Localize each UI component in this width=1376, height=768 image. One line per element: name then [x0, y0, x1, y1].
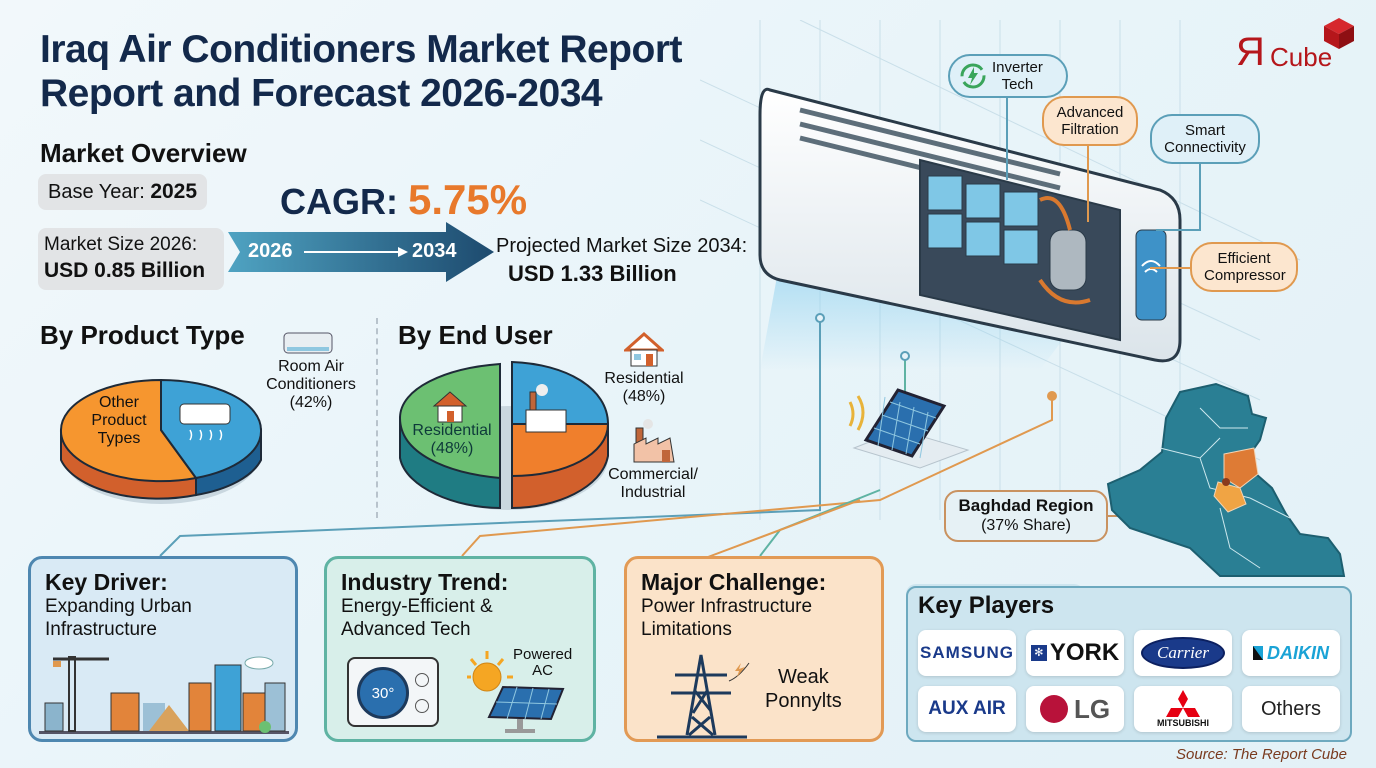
forecast-arrow: 2026 2034: [228, 222, 494, 282]
crane-icon: [53, 656, 109, 732]
brand-carrier: Carrier: [1134, 630, 1232, 676]
sun-icon: [472, 662, 502, 692]
page-title: Iraq Air Conditioners Market Report Repo…: [40, 28, 682, 116]
base-year-badge: Base Year: 2025: [38, 174, 208, 210]
industry-trend-text-line1: Energy-Efficient &: [341, 596, 493, 617]
cityscape-icon: [39, 656, 289, 734]
cagr-label: CAGR:: [280, 181, 398, 222]
cagr-display: CAGR: 5.75%: [280, 176, 527, 224]
commercial-legend-label: Commercial/ Industrial: [608, 466, 698, 501]
brand-york: ✻ YORK: [1026, 630, 1124, 676]
brand-samsung: SAMSUNG: [918, 630, 1016, 676]
other-product-types-label: Other Product Types: [91, 394, 147, 447]
source-credit: Source: The Report Cube: [1176, 746, 1347, 763]
major-challenge-card: Major Challenge: Power Infrastructure Li…: [624, 556, 884, 742]
cube-icon: [1324, 18, 1354, 49]
weak-grid-label: Weak Ponnylts: [765, 666, 842, 712]
wifi-panel-icon: [1135, 229, 1167, 321]
brand-lg: LG: [1026, 686, 1124, 732]
brand-daikin: DAIKIN: [1242, 630, 1340, 676]
key-driver-heading: Key Driver:: [45, 569, 168, 595]
section-divider: [376, 318, 378, 518]
projected-value: USD 1.33 Billion: [508, 261, 677, 286]
feature-advanced-filtration: Advanced Filtration: [1042, 96, 1138, 146]
thermostat-temperature: 30°: [357, 667, 409, 719]
room-ac-icon: [283, 332, 333, 354]
commercial-factory-icon: [633, 419, 675, 463]
signal-waves-icon: [848, 395, 865, 431]
key-driver-card: Key Driver: Expanding Urban Infrastructu…: [28, 556, 298, 742]
market-size-label: Market Size 2026:: [44, 234, 198, 255]
region-share: (37% Share): [981, 517, 1071, 534]
mitsubishi-diamonds-icon: [1166, 690, 1200, 717]
region-name: Baghdad Region: [958, 496, 1094, 515]
solar-powered-ac-label: Powered AC: [513, 646, 573, 679]
baghdad-region-callout: Baghdad Region (37% Share): [944, 490, 1108, 542]
logo-text: Cube: [1270, 42, 1333, 72]
key-players-panel: SAMSUNG ✻ YORK Carrier DAIKIN AUX AIR LG…: [906, 586, 1352, 742]
residential-house-icon: [624, 332, 664, 367]
daikin-logo-icon: [1253, 646, 1263, 660]
major-challenge-text-line2: Limitations: [641, 619, 732, 640]
key-players-heading: Key Players: [918, 592, 1055, 619]
thermostat-icon: 30°: [347, 657, 439, 727]
industry-trend-text-line2: Advanced Tech: [341, 619, 471, 640]
key-driver-text-line1: Expanding Urban: [45, 596, 192, 617]
residential-pie-inner-label: Residential (48%): [412, 422, 492, 457]
ac-unit-icon: [179, 403, 231, 425]
power-tower-icon: [657, 654, 750, 739]
major-challenge-text-line1: Power Infrastructure: [641, 596, 813, 617]
market-size-2026-box: Market Size 2026: USD 0.85 Billion: [38, 228, 224, 290]
key-driver-text-line2: Infrastructure: [45, 619, 157, 640]
ac-unit-illustration: [758, 87, 1182, 370]
projected-label: Projected Market Size 2034:: [496, 235, 748, 257]
feature-efficient-compressor: Efficient Compressor: [1190, 242, 1298, 292]
york-snowflake-icon: ✻: [1030, 645, 1047, 661]
report-cube-logo: R Cube: [1236, 18, 1366, 78]
brand-mitsubishi: MITSUBISHI: [1134, 686, 1232, 732]
residential-legend-label: Residential (48%): [604, 370, 684, 405]
brand-aux-air: AUX AIR: [918, 686, 1016, 732]
base-year-value: 2025: [150, 180, 198, 203]
arrow-shape-icon: [228, 222, 494, 282]
iraq-map: [1106, 382, 1346, 577]
room-ac-label: Room Air Conditioners (42%): [266, 358, 356, 411]
feature-inverter-tech: Inverter Tech: [948, 54, 1068, 98]
major-challenge-heading: Major Challenge:: [641, 569, 827, 595]
projected-market-size: Projected Market Size 2034: USD 1.33 Bil…: [496, 232, 747, 288]
lg-logo-icon: [1039, 695, 1068, 723]
cagr-value: 5.75%: [408, 176, 528, 223]
logo-mark: R: [1236, 30, 1265, 74]
arrow-start-year: 2026: [248, 240, 293, 262]
compressor-icon: [1049, 229, 1087, 291]
solar-panel-icon: [848, 388, 970, 469]
market-size-value: USD 0.85 Billion: [44, 259, 206, 282]
spark-icon: [735, 663, 745, 677]
title-line-1: Iraq Air Conditioners Market Report: [40, 28, 682, 71]
product-type-heading: By Product Type: [40, 320, 245, 350]
inverter-energy-icon: [960, 63, 986, 89]
industry-trend-card: Industry Trend: Energy-Efficient & Advan…: [324, 556, 596, 742]
end-user-heading: By End User: [398, 320, 553, 350]
solar-powered-ac-icon: [467, 651, 565, 733]
arrow-end-year: 2034: [412, 240, 457, 262]
base-year-label: Base Year:: [48, 181, 145, 203]
industry-trend-heading: Industry Trend:: [341, 569, 509, 595]
title-line-2: Report and Forecast 2026-2034: [40, 72, 603, 115]
feature-smart-connectivity: Smart Connectivity: [1150, 114, 1260, 164]
market-overview-heading: Market Overview: [40, 138, 247, 168]
brand-others: Others: [1242, 686, 1340, 732]
